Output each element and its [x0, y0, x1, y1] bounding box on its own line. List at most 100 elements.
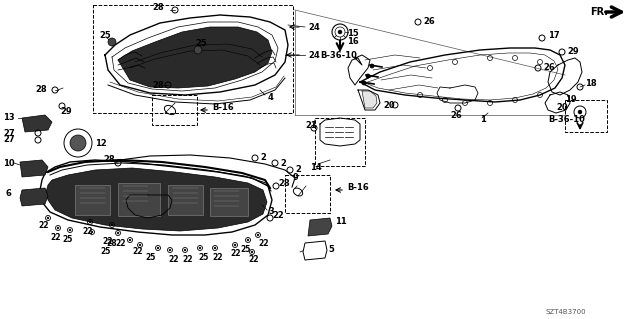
Text: 28: 28 — [152, 80, 164, 90]
Circle shape — [194, 46, 202, 54]
Text: 21: 21 — [305, 121, 317, 130]
Text: 29: 29 — [567, 48, 579, 56]
Text: 2: 2 — [260, 153, 266, 162]
Polygon shape — [118, 27, 272, 88]
Text: 11: 11 — [335, 218, 347, 226]
Bar — [118, 183, 160, 216]
Text: 28: 28 — [278, 179, 290, 188]
Text: 26: 26 — [543, 63, 555, 72]
Text: SZT4B3700: SZT4B3700 — [545, 309, 586, 315]
Text: 22: 22 — [102, 236, 113, 246]
Polygon shape — [20, 188, 48, 206]
Text: 22: 22 — [258, 240, 269, 249]
Circle shape — [111, 224, 113, 226]
Text: 16: 16 — [347, 38, 359, 47]
Polygon shape — [362, 91, 377, 108]
Circle shape — [108, 38, 116, 46]
Text: 25: 25 — [240, 246, 250, 255]
Bar — [210, 188, 248, 216]
Text: 22: 22 — [182, 255, 193, 263]
Circle shape — [370, 64, 374, 68]
Circle shape — [247, 239, 249, 241]
Bar — [565, 100, 607, 132]
Text: 28: 28 — [35, 85, 47, 94]
Text: 22: 22 — [50, 233, 61, 241]
Polygon shape — [22, 115, 52, 132]
Text: B-16: B-16 — [212, 102, 234, 112]
Bar — [75, 185, 110, 215]
Text: 22: 22 — [82, 227, 93, 236]
Text: 25: 25 — [62, 234, 72, 243]
Circle shape — [89, 221, 91, 223]
Text: B-36-10: B-36-10 — [548, 115, 585, 124]
Text: 27: 27 — [3, 136, 15, 145]
Circle shape — [157, 247, 159, 249]
Text: 22: 22 — [248, 256, 259, 264]
Text: 20: 20 — [383, 100, 395, 109]
Text: 25: 25 — [100, 247, 110, 256]
Circle shape — [70, 135, 86, 151]
Circle shape — [199, 247, 201, 249]
Text: 22: 22 — [168, 255, 179, 263]
Circle shape — [366, 74, 370, 78]
Text: 18: 18 — [585, 78, 596, 87]
Text: 27: 27 — [3, 129, 15, 137]
Circle shape — [91, 231, 93, 233]
Text: 22: 22 — [115, 240, 125, 249]
Polygon shape — [46, 168, 267, 231]
Circle shape — [338, 30, 342, 34]
Text: 1: 1 — [480, 115, 486, 124]
Circle shape — [117, 232, 119, 234]
Text: 13: 13 — [3, 114, 15, 122]
Text: 14: 14 — [310, 164, 322, 173]
Circle shape — [129, 239, 131, 241]
Text: 29: 29 — [60, 108, 72, 116]
Text: 22: 22 — [38, 220, 49, 229]
Text: 24: 24 — [308, 50, 320, 60]
Circle shape — [234, 244, 236, 246]
Text: 5: 5 — [328, 246, 334, 255]
Text: 2: 2 — [280, 159, 286, 167]
Text: 28: 28 — [103, 155, 115, 165]
Text: 28: 28 — [152, 4, 164, 12]
Text: 22: 22 — [212, 253, 223, 262]
Polygon shape — [20, 160, 48, 177]
Text: 17: 17 — [548, 31, 559, 40]
Text: 20: 20 — [556, 103, 568, 113]
Text: 10: 10 — [3, 159, 15, 167]
Text: 22: 22 — [132, 248, 143, 256]
Text: B-36-10: B-36-10 — [320, 50, 357, 60]
Text: 22: 22 — [230, 249, 241, 258]
Bar — [152, 95, 197, 125]
Text: 6: 6 — [5, 189, 11, 197]
Text: 15: 15 — [347, 28, 359, 38]
Text: FR.: FR. — [590, 7, 608, 17]
Text: B-16: B-16 — [347, 182, 369, 191]
Circle shape — [139, 244, 141, 246]
Text: 24: 24 — [308, 24, 320, 33]
Circle shape — [578, 110, 582, 114]
Circle shape — [169, 249, 171, 251]
Text: 25: 25 — [99, 31, 111, 40]
Circle shape — [214, 247, 216, 249]
Text: 25: 25 — [195, 39, 207, 48]
Circle shape — [257, 234, 259, 236]
Bar — [315, 118, 365, 166]
Text: 26: 26 — [423, 18, 435, 26]
Polygon shape — [308, 218, 332, 236]
Circle shape — [251, 251, 253, 253]
Circle shape — [69, 229, 71, 231]
Text: 25: 25 — [198, 253, 209, 262]
Text: 25: 25 — [145, 253, 156, 262]
Bar — [168, 185, 203, 215]
Text: 9: 9 — [293, 173, 299, 182]
Circle shape — [57, 227, 59, 229]
Text: 28: 28 — [106, 240, 116, 249]
Text: 12: 12 — [95, 138, 107, 147]
Text: 19: 19 — [565, 95, 577, 105]
Bar — [285, 175, 330, 213]
Polygon shape — [303, 241, 327, 260]
Text: 22: 22 — [272, 211, 284, 219]
Text: 2: 2 — [295, 166, 301, 174]
Circle shape — [362, 81, 366, 85]
